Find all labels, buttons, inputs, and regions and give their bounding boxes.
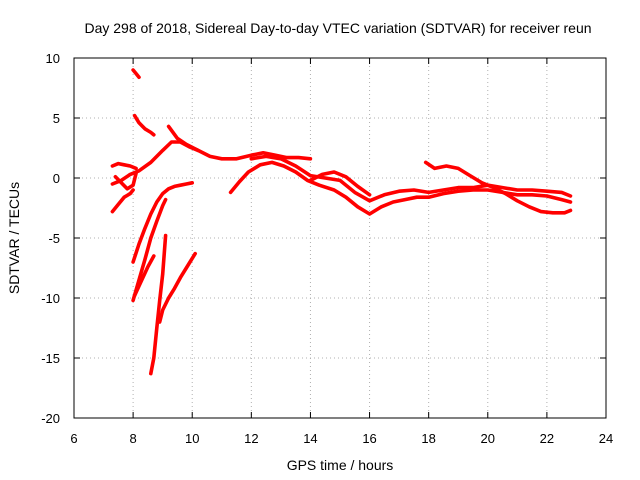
series-arc7 [131,181,194,264]
series-arc9 [132,254,156,298]
series-arc13 [228,160,573,216]
series-arc6 [110,188,135,214]
series-arc4 [110,161,138,171]
y-tick-label: 10 [46,51,60,66]
y-tick-label: -5 [48,231,60,246]
series-arc11 [157,251,197,324]
series-arc3 [110,140,200,186]
series-arc1 [131,68,141,79]
x-axis-label: GPS time / hours [287,457,394,473]
series-arc15 [308,170,372,197]
x-tick-label: 22 [540,431,554,446]
grid-layer [74,58,606,418]
series-arc12 [166,124,313,161]
x-tick-label: 18 [421,431,435,446]
x-tick-label: 24 [599,431,613,446]
x-tick-label: 8 [129,431,136,446]
series-arc2 [132,113,156,137]
x-tick-label: 20 [481,431,495,446]
x-tick-label: 12 [244,431,258,446]
series-arc8 [131,197,168,303]
y-tick-label: 0 [53,171,60,186]
x-tick-label: 16 [362,431,376,446]
series-layer [110,68,573,376]
series-arc16 [423,160,573,215]
y-axis-label: SDTVAR / TECUs [6,182,22,294]
series-arc5 [113,171,138,191]
tick-layer: 6 8 10 12 14 16 18 20 22 24 -20 -15 -10 -5 0 5 10 [41,51,613,446]
x-tick-label: 10 [185,431,199,446]
x-tick-label: 6 [70,431,77,446]
series-arc14 [249,154,573,203]
series-arc10 [149,233,168,376]
y-tick-label: 5 [53,111,60,126]
x-tick-label: 14 [303,431,317,446]
y-tick-label: -20 [41,411,60,426]
chart-title: Day 298 of 2018, Sidereal Day-to-day VTE… [84,20,591,36]
y-tick-label: -15 [41,351,60,366]
y-tick-label: -10 [41,291,60,306]
